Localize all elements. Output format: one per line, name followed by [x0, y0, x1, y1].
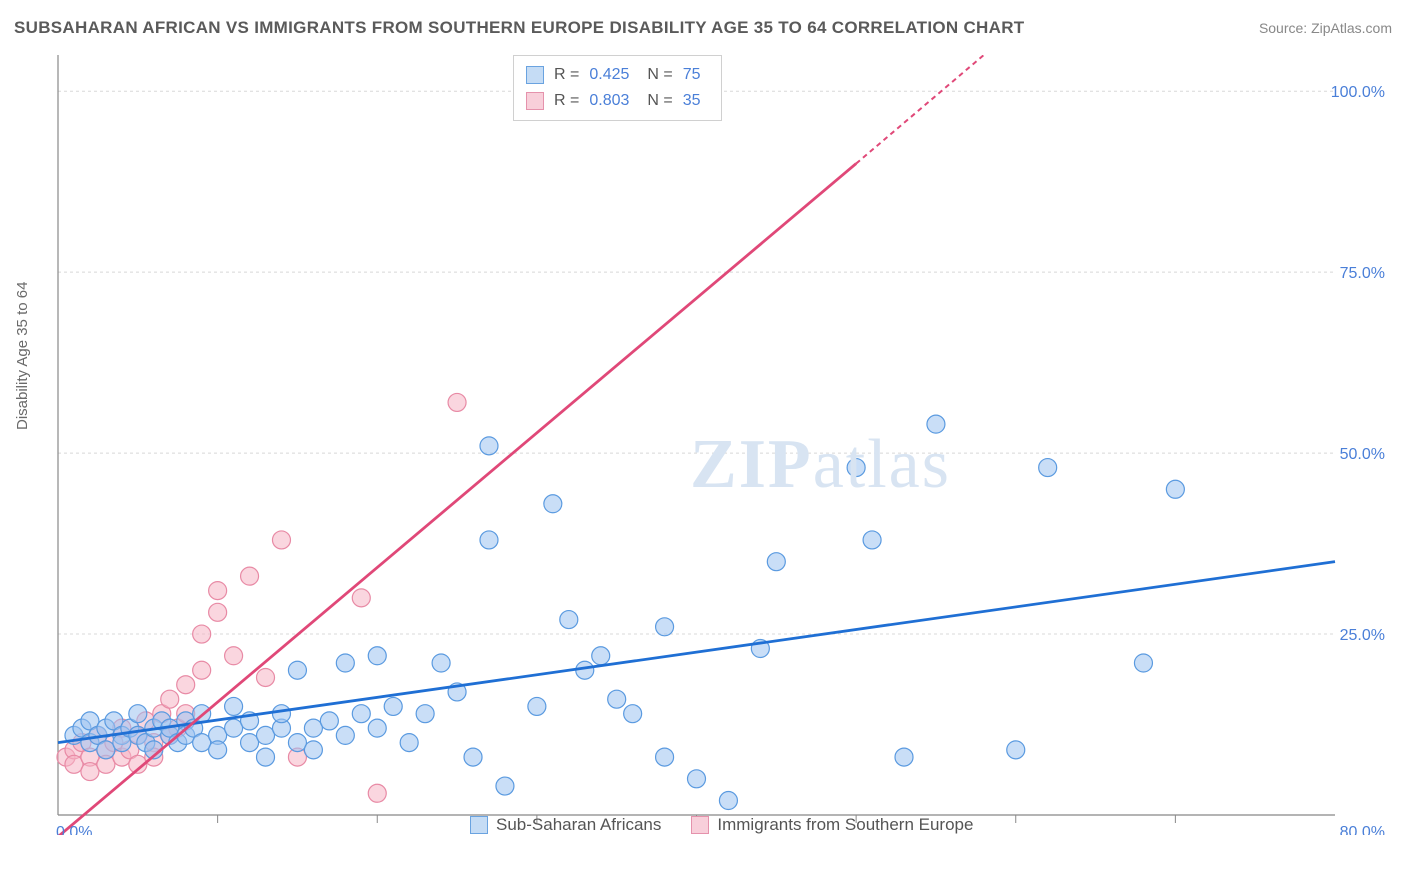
data-point-pink	[241, 567, 259, 585]
y-tick-label: 100.0%	[1331, 84, 1385, 101]
data-point-blue	[1007, 741, 1025, 759]
r-value-pink: 0.803	[589, 92, 629, 110]
x-min-label: 0.0%	[56, 824, 92, 835]
y-tick-label: 50.0%	[1340, 446, 1385, 463]
data-point-blue	[368, 719, 386, 737]
data-point-pink	[272, 531, 290, 549]
trend-line-pink	[58, 164, 856, 835]
data-point-blue	[432, 654, 450, 672]
trend-line-pink-extrapolated	[856, 55, 984, 164]
data-point-blue	[257, 726, 275, 744]
trend-line-blue	[58, 562, 1335, 743]
data-point-blue	[592, 647, 610, 665]
chart-source: Source: ZipAtlas.com	[1259, 20, 1392, 36]
data-point-blue	[257, 748, 275, 766]
r-label: R =	[554, 92, 579, 110]
data-point-pink	[209, 603, 227, 621]
data-point-blue	[272, 705, 290, 723]
data-point-blue	[416, 705, 434, 723]
r-label: R =	[554, 66, 579, 84]
swatch-pink-icon	[526, 92, 544, 110]
data-point-blue	[129, 705, 147, 723]
data-point-blue	[847, 459, 865, 477]
data-point-blue	[97, 741, 115, 759]
data-point-pink	[257, 668, 275, 686]
data-point-pink	[209, 582, 227, 600]
data-point-blue	[1134, 654, 1152, 672]
data-point-blue	[352, 705, 370, 723]
data-point-pink	[352, 589, 370, 607]
data-point-blue	[384, 697, 402, 715]
data-point-blue	[288, 661, 306, 679]
bottom-legend: Sub-Saharan Africans Immigrants from Sou…	[470, 815, 973, 835]
chart-header: SUBSAHARAN AFRICAN VS IMMIGRANTS FROM SO…	[14, 18, 1392, 38]
data-point-blue	[1039, 459, 1057, 477]
data-point-pink	[161, 690, 179, 708]
data-point-blue	[608, 690, 626, 708]
data-point-blue	[688, 770, 706, 788]
n-label: N =	[647, 92, 672, 110]
n-label: N =	[647, 66, 672, 84]
data-point-blue	[528, 697, 546, 715]
data-point-blue	[400, 734, 418, 752]
data-point-pink	[81, 763, 99, 781]
data-point-blue	[288, 734, 306, 752]
stats-row-blue: R = 0.425 N = 75	[526, 62, 709, 88]
data-point-blue	[656, 618, 674, 636]
data-point-blue	[544, 495, 562, 513]
data-point-blue	[336, 726, 354, 744]
data-point-blue	[304, 719, 322, 737]
legend-item-pink: Immigrants from Southern Europe	[691, 815, 973, 835]
data-point-pink	[368, 784, 386, 802]
data-point-blue	[225, 697, 243, 715]
data-point-blue	[480, 437, 498, 455]
data-point-blue	[336, 654, 354, 672]
data-point-pink	[193, 661, 211, 679]
chart-title: SUBSAHARAN AFRICAN VS IMMIGRANTS FROM SO…	[14, 18, 1024, 38]
data-point-blue	[1166, 480, 1184, 498]
data-point-blue	[863, 531, 881, 549]
data-point-blue	[496, 777, 514, 795]
swatch-blue-icon	[526, 66, 544, 84]
data-point-pink	[177, 676, 195, 694]
swatch-pink-icon	[691, 816, 709, 834]
legend-item-blue: Sub-Saharan Africans	[470, 815, 661, 835]
data-point-blue	[193, 734, 211, 752]
data-point-blue	[368, 647, 386, 665]
data-point-blue	[927, 415, 945, 433]
legend-label-pink: Immigrants from Southern Europe	[717, 815, 973, 835]
n-value-blue: 75	[683, 66, 701, 84]
stats-legend-box: R = 0.425 N = 75 R = 0.803 N = 35	[513, 55, 722, 121]
data-point-blue	[767, 553, 785, 571]
x-max-label: 80.0%	[1340, 824, 1385, 835]
data-point-blue	[209, 741, 227, 759]
data-point-blue	[225, 719, 243, 737]
y-tick-label: 75.0%	[1340, 265, 1385, 282]
data-point-blue	[560, 611, 578, 629]
swatch-blue-icon	[470, 816, 488, 834]
data-point-blue	[480, 531, 498, 549]
data-point-blue	[464, 748, 482, 766]
data-point-blue	[719, 792, 737, 810]
legend-label-blue: Sub-Saharan Africans	[496, 815, 661, 835]
y-tick-label: 25.0%	[1340, 627, 1385, 644]
data-point-blue	[320, 712, 338, 730]
data-point-pink	[448, 393, 466, 411]
data-point-pink	[225, 647, 243, 665]
data-point-pink	[193, 625, 211, 643]
data-point-blue	[895, 748, 913, 766]
y-axis-label: Disability Age 35 to 64	[14, 282, 31, 430]
stats-row-pink: R = 0.803 N = 35	[526, 88, 709, 114]
n-value-pink: 35	[683, 92, 701, 110]
data-point-blue	[241, 734, 259, 752]
data-point-blue	[656, 748, 674, 766]
chart-area: 25.0%50.0%75.0%100.0%0.0%80.0% ZIPatlas …	[50, 55, 1390, 835]
data-point-pink	[65, 755, 83, 773]
r-value-blue: 0.425	[589, 66, 629, 84]
scatter-plot: 25.0% 50.0% 75.0% 100.0% 0.0% 80.0%	[50, 55, 1390, 835]
data-point-blue	[304, 741, 322, 759]
data-point-blue	[624, 705, 642, 723]
